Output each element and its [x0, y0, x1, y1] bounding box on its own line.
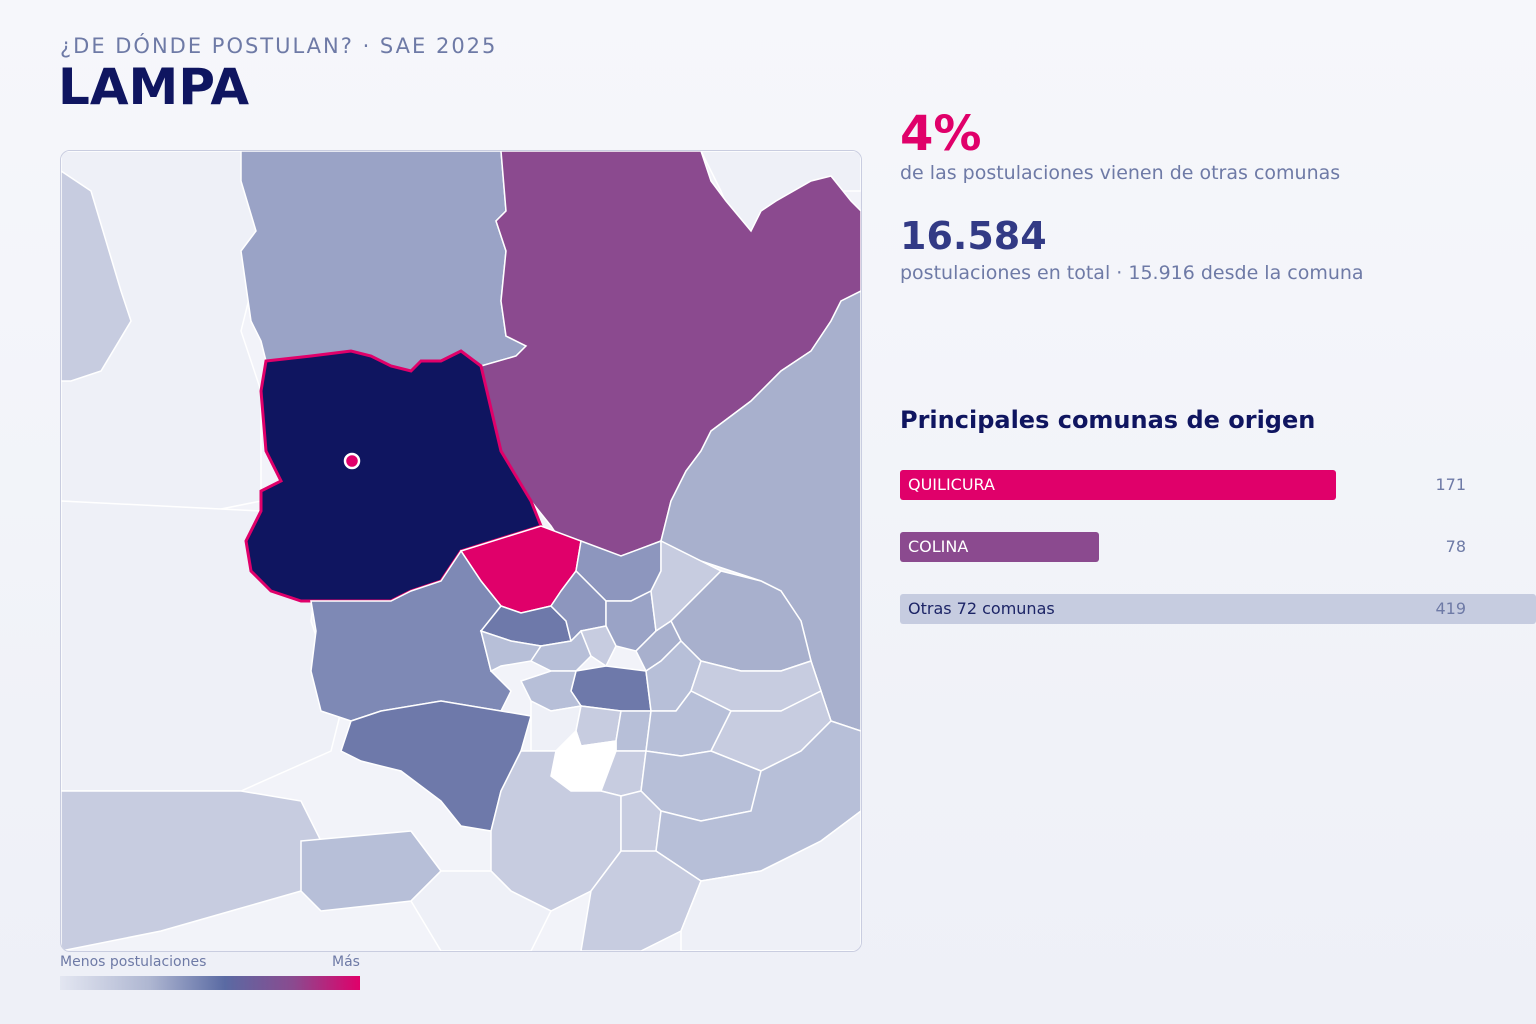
origin-value-0: 171 — [1435, 475, 1466, 494]
region-quinta-normal[interactable] — [529, 629, 592, 672]
total-applications-value: 16.584 — [900, 214, 1047, 258]
external-share-value: 4% — [900, 106, 982, 162]
region-pirque[interactable] — [580, 850, 702, 951]
legend-min-label: Menos postulaciones — [60, 954, 207, 970]
region-pudahuel[interactable] — [310, 549, 512, 722]
region-southeast-far[interactable] — [680, 810, 861, 951]
region-southwest[interactable] — [61, 790, 322, 951]
total-applications-label: postulaciones en total · 15.916 desde la… — [900, 262, 1364, 284]
region-tiltil[interactable] — [240, 151, 528, 372]
page-title: LAMPA — [58, 58, 250, 116]
region-calera-tango[interactable] — [410, 870, 553, 951]
origin-row-2[interactable]: Otras 72 comunas 419 — [900, 594, 1536, 624]
origin-bar-2[interactable] — [900, 594, 1536, 624]
legend-max-label: Más — [332, 954, 360, 970]
legend-gradient-bar — [60, 976, 360, 990]
region-pedro-aguirre[interactable] — [575, 705, 622, 747]
origin-value-1: 78 — [1445, 537, 1466, 556]
origins-section-title: Principales comunas de origen — [900, 406, 1316, 434]
external-share-label: de las postulaciones vienen de otras com… — [900, 162, 1341, 184]
origin-label-1: COLINA — [908, 537, 969, 556]
origin-value-2: 419 — [1435, 599, 1466, 618]
region-independencia[interactable] — [579, 625, 617, 668]
region-san-miguel[interactable] — [615, 710, 652, 752]
choropleth-map[interactable] — [61, 151, 861, 951]
origin-bar-0[interactable] — [900, 470, 1336, 500]
region-west-strip[interactable] — [61, 170, 132, 382]
page-kicker: ¿DE DÓNDE POSTULAN? · SAE 2025 — [60, 34, 498, 58]
origin-label-2: Otras 72 comunas — [908, 599, 1055, 618]
origin-bar-1[interactable] — [900, 532, 1099, 562]
origin-label-0: QUILICURA — [908, 475, 995, 494]
origin-row-1[interactable]: COLINA 78 — [900, 532, 1466, 562]
region-santiago[interactable] — [570, 665, 652, 712]
selected-commune-marker[interactable] — [343, 452, 361, 470]
map-frame[interactable] — [60, 150, 862, 952]
origin-row-0[interactable]: QUILICURA 171 — [900, 470, 1466, 500]
